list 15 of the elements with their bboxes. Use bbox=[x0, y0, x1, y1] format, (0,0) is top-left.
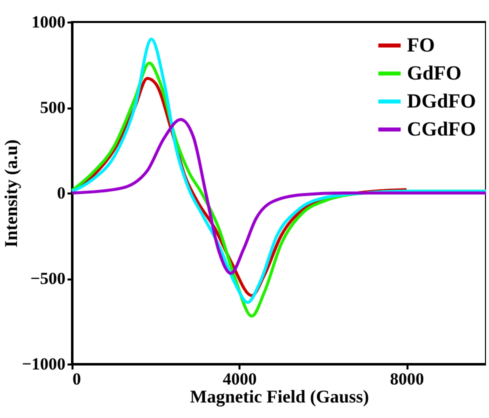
y-tick-label: −500 bbox=[30, 269, 66, 288]
legend-label: GdFO bbox=[407, 62, 462, 84]
x-tick-label: 4000 bbox=[222, 370, 257, 388]
y-tick-label: 500 bbox=[40, 98, 66, 117]
line-series bbox=[70, 118, 486, 275]
y-tick-label: 0 bbox=[57, 184, 66, 202]
y-tick-label: −1000 bbox=[22, 354, 66, 374]
y-tick-label: 1000 bbox=[32, 12, 66, 32]
legend-label: DGdFO bbox=[407, 90, 476, 112]
legend-label: FO bbox=[407, 34, 435, 56]
y-axis-title: Intensity (a.u) bbox=[0, 139, 21, 248]
x-axis-title: Magnetic Field (Gauss) bbox=[190, 386, 369, 406]
x-tick-label: 0 bbox=[72, 370, 81, 388]
x-tick-label: 8000 bbox=[390, 370, 424, 388]
legend-label: CGdFO bbox=[407, 118, 476, 140]
